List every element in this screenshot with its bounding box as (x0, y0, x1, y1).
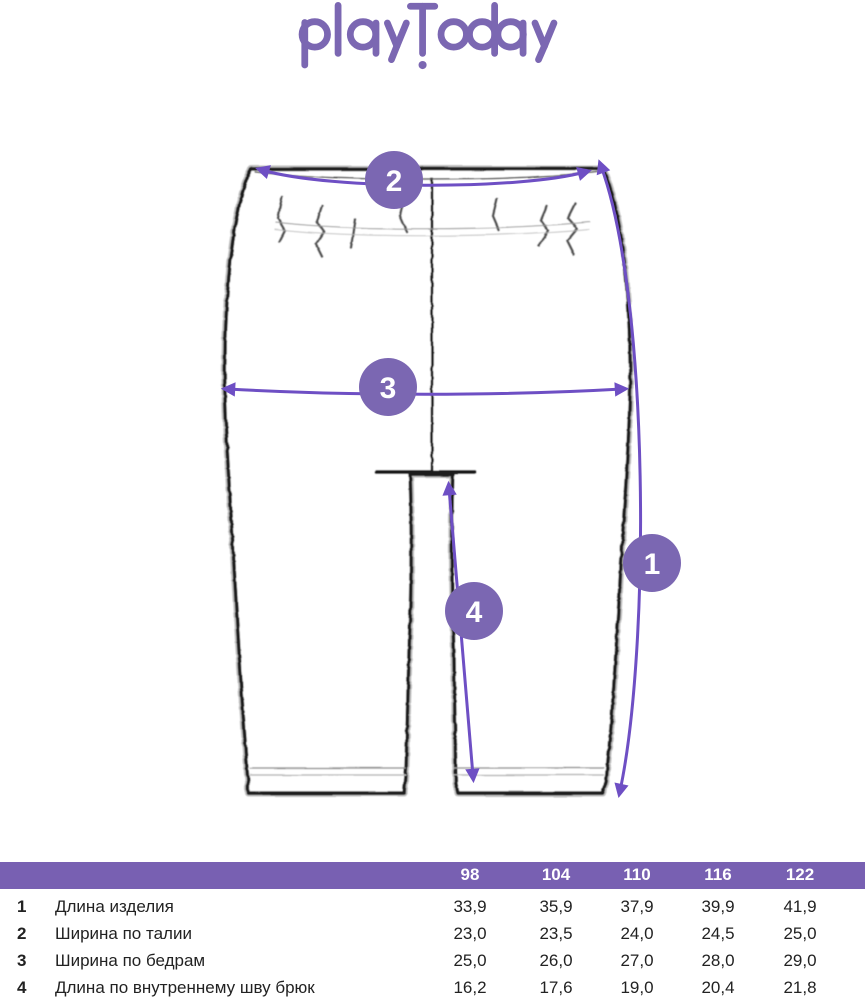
svg-text:1: 1 (644, 548, 661, 581)
svg-text:2: 2 (386, 165, 403, 198)
svg-text:3: 3 (380, 372, 397, 405)
svg-text:4: 4 (466, 596, 483, 629)
